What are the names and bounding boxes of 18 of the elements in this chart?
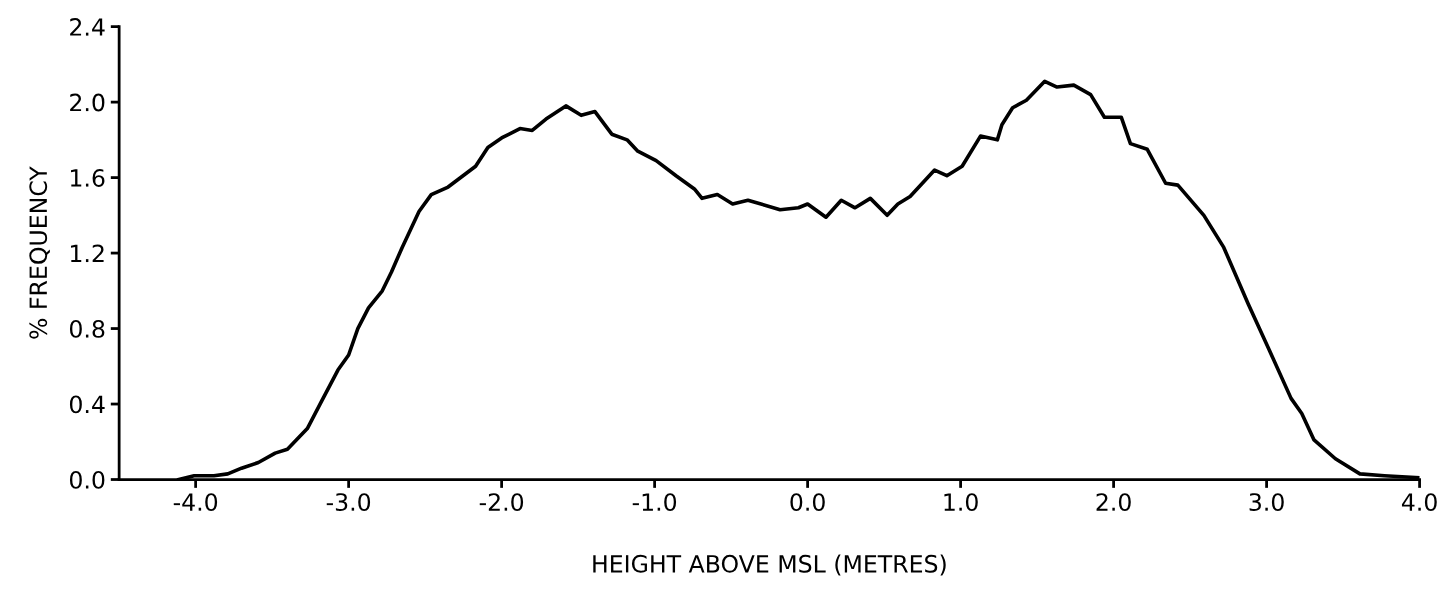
- y-tick-label: 2.0: [70, 93, 105, 112]
- y-tick-label: 0.0: [69, 470, 105, 489]
- x-tick-label: 0.0: [790, 493, 825, 511]
- x-tick-label: 1.0: [944, 493, 978, 511]
- y-tick-label: 0.4: [69, 395, 105, 414]
- y-tick-label: 0.8: [69, 320, 105, 338]
- y-tick-label: 1.6: [71, 169, 105, 187]
- x-tick-label: 2.0: [1096, 493, 1131, 511]
- x-tick-label: 3.0: [1249, 493, 1284, 511]
- x-axis-title: HEIGHT ABOVE MSL (METRES): [593, 554, 946, 576]
- y-tick-label: 1.2: [71, 244, 104, 263]
- x-tick-label: -2.0: [479, 493, 524, 511]
- x-tick-label: 4.0: [1401, 493, 1437, 511]
- y-tick-label: 2.4: [70, 18, 105, 36]
- x-tick-label: -4.0: [173, 493, 218, 511]
- y-axis-title: % FREQUENCY: [29, 166, 50, 339]
- x-tick-label: -1.0: [632, 493, 677, 511]
- x-tick-label: -3.0: [326, 493, 371, 511]
